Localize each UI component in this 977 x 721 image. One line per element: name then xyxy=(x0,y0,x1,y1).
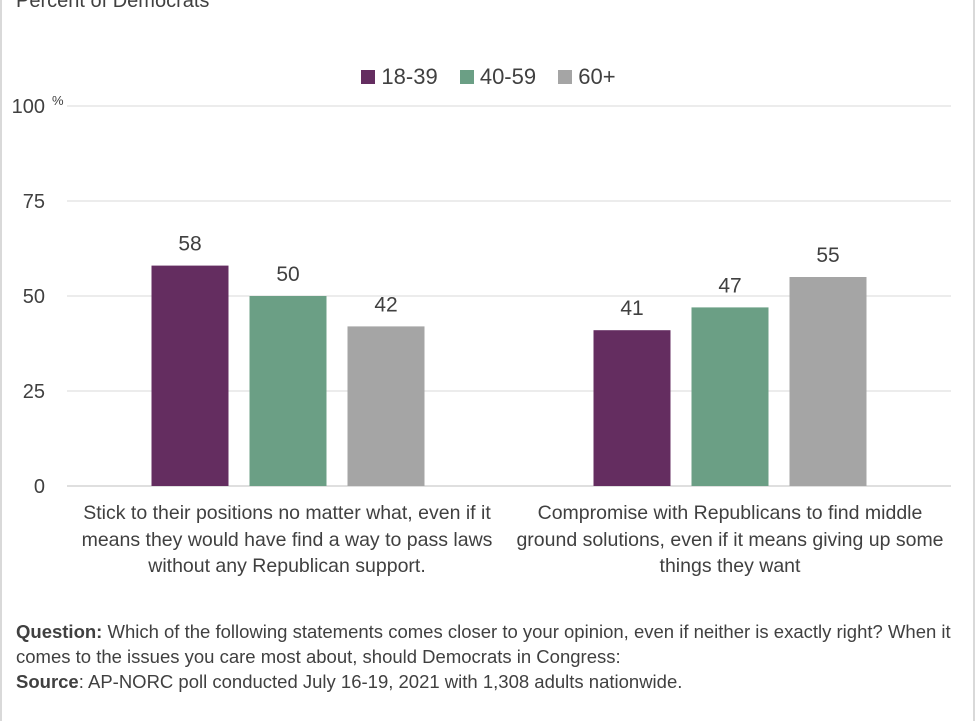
legend-label-60-plus: 60+ xyxy=(578,64,616,89)
question-text: Which of the following statements comes … xyxy=(16,621,951,667)
legend-item-40-59: 40-59 xyxy=(459,64,537,90)
data-label-18-39-cat1: 41 xyxy=(620,297,643,320)
data-label-40-59-cat0: 50 xyxy=(276,263,299,286)
legend: 18-39 40-59 60+ xyxy=(0,64,977,90)
y-tick-label-75: 75 xyxy=(23,191,45,213)
legend-label-40-59: 40-59 xyxy=(479,64,537,89)
bar-60-plus-cat0 xyxy=(347,326,425,486)
y-tick-label-50: 50 xyxy=(23,286,45,308)
data-label-40-59-cat1: 47 xyxy=(718,274,741,297)
legend-item-18-39: 18-39 xyxy=(361,64,438,90)
data-label-18-39-cat0: 58 xyxy=(178,233,201,256)
bar-40-59-cat1 xyxy=(691,307,769,486)
legend-swatch-40-59 xyxy=(459,70,474,84)
category-label-stick: Stick to their positions no matter what,… xyxy=(81,502,493,577)
legend-swatch-60-plus xyxy=(558,70,573,84)
y-tick-label-0: 0 xyxy=(34,476,45,498)
legend-swatch-18-39 xyxy=(361,70,376,84)
source-note: Source: AP-NORC poll conducted July 16-1… xyxy=(16,669,961,694)
legend-label-18-39: 18-39 xyxy=(381,64,438,89)
y-tick-label-100: 100 xyxy=(12,96,45,118)
source-label: Source xyxy=(16,671,79,692)
data-label-60-plus-cat1: 55 xyxy=(816,244,839,267)
bar-chart: 0 25 50 75 100 % 58 50 42 41 47 55 xyxy=(12,93,951,498)
chart-subtitle: Percent of Democrats xyxy=(16,0,210,12)
legend-item-60-plus: 60+ xyxy=(558,64,616,90)
bar-18-39-cat0 xyxy=(151,265,229,486)
y-unit-label: % xyxy=(52,93,64,108)
data-label-60-plus-cat0: 42 xyxy=(374,293,397,316)
category-label-compromise: Compromise with Republicans to find midd… xyxy=(516,502,944,577)
question-label: Question: xyxy=(16,621,103,642)
chart-notes: Question: Which of the following stateme… xyxy=(16,619,961,694)
bar-60-plus-cat1 xyxy=(789,277,867,486)
bar-40-59-cat0 xyxy=(249,296,327,486)
source-text: : AP-NORC poll conducted July 16-19, 202… xyxy=(78,671,683,692)
bar-18-39-cat1 xyxy=(593,330,671,486)
question-note: Question: Which of the following stateme… xyxy=(16,619,961,669)
y-tick-label-25: 25 xyxy=(23,381,45,403)
